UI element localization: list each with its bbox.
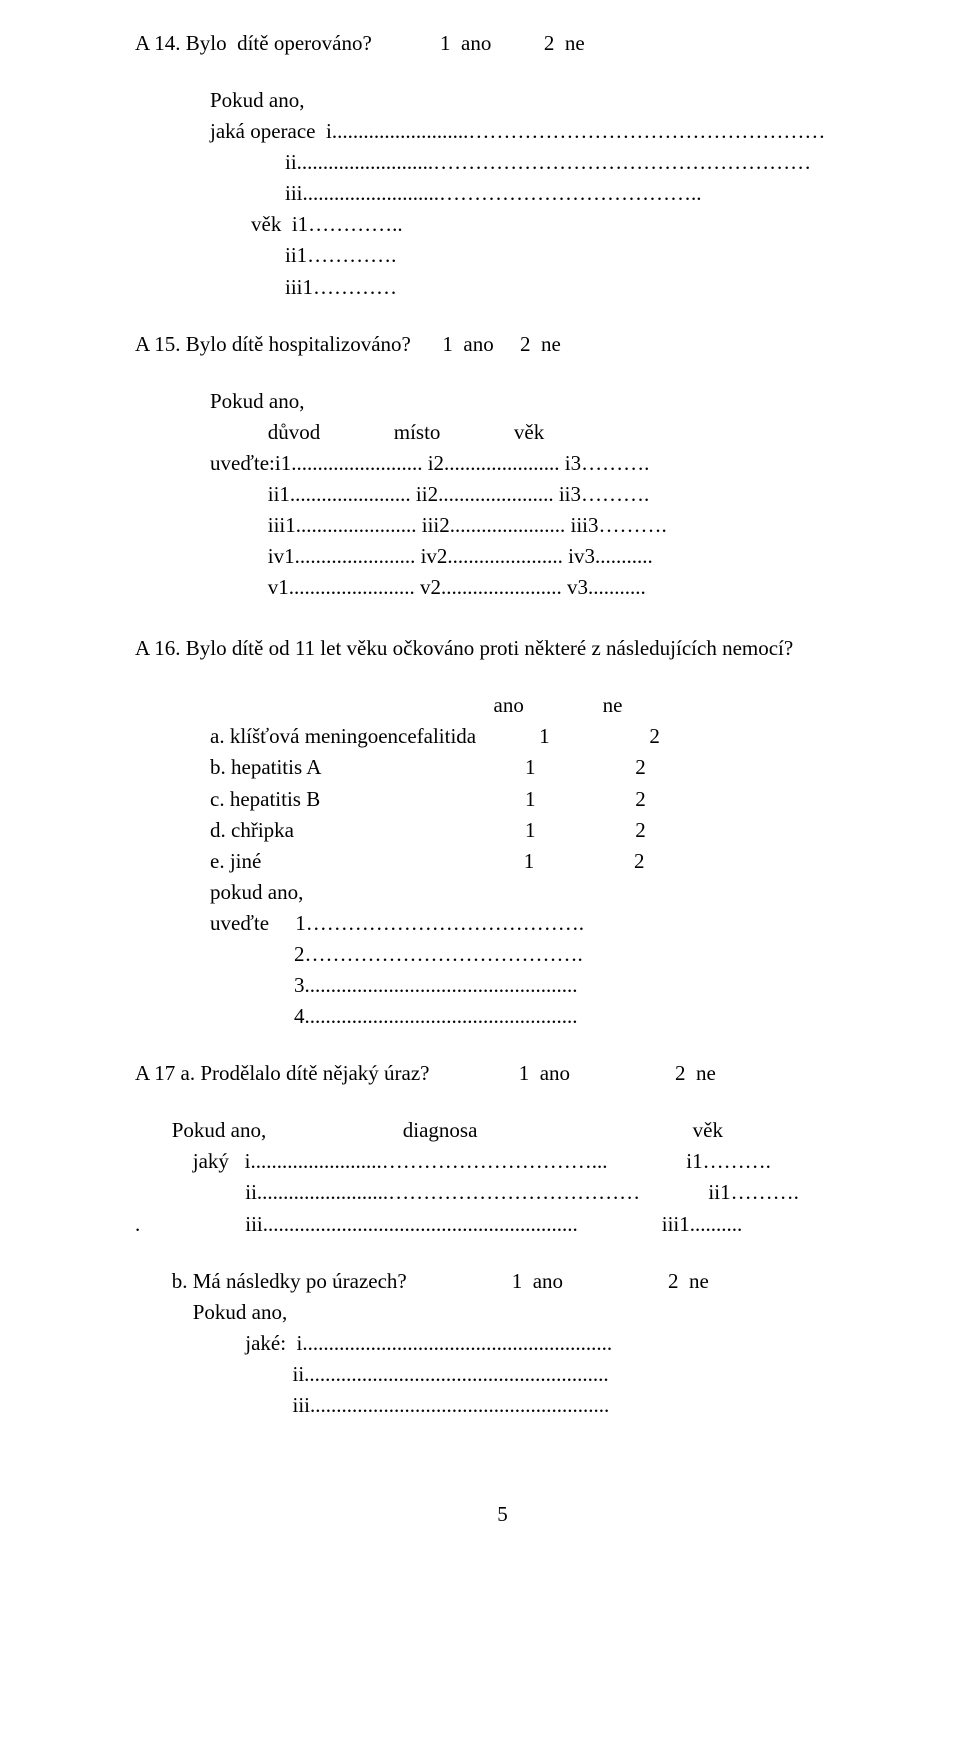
a16-row-a: a. klíšťová meningoencefalitida 1 2 [135,721,870,752]
a15-pokud-ano: Pokud ano, [135,386,870,417]
a14-question: A 14. Bylo dítě operováno? 1 ano 2 ne [135,28,870,59]
a14-pokud-ano: Pokud ano, [135,85,870,116]
a17b-jake-i: jaké: i.................................… [135,1328,870,1359]
a16-uvedte3: 3.......................................… [135,970,870,1001]
a14-operace-ii: ii..........................………………………………… [135,147,870,178]
a15-row1: uveďte:i1......................... i2...… [135,448,870,479]
page-number: 5 [135,1499,870,1530]
a17a-header: Pokud ano, diagnosa věk [135,1115,870,1146]
a16-uvedte2: 2…………………………………. [135,939,870,970]
a14-vek-iii1: iii1………… [135,272,870,303]
a14-vek-ii1: ii1…………. [135,240,870,271]
a15-row5: v1........................ v2...........… [135,572,870,603]
a17a-row1: jaký i.........................………………………… [135,1146,870,1177]
a15-question: A 15. Bylo dítě hospitalizováno? 1 ano 2… [135,329,870,360]
a15-row3: iii1....................... iii2........… [135,510,870,541]
a16-row-b: b. hepatitis A 1 2 [135,752,870,783]
a14-operace-iii: iii..........................……………………………… [135,178,870,209]
a16-row-c: c. hepatitis B 1 2 [135,784,870,815]
a17b-pokud: Pokud ano, [135,1297,870,1328]
a16-header: ano ne [135,690,870,721]
a16-question: A 16. Bylo dítě od 11 let věku očkováno … [135,633,870,664]
a17a-row3: . iii...................................… [135,1209,870,1240]
a17a-question: A 17 a. Prodělalo dítě nějaký úraz? 1 an… [135,1058,870,1089]
a15-header: důvod místo věk [135,417,870,448]
a14-vek-i1: věk i1………….. [135,209,870,240]
a15-row4: iv1....................... iv2..........… [135,541,870,572]
a14-operace-i: jaká operace i..........................… [135,116,870,147]
a15-row2: ii1....................... ii2..........… [135,479,870,510]
a16-uvedte1: uveďte 1…………………………………. [135,908,870,939]
a16-row-e: e. jiné 1 2 [135,846,870,877]
document-page: A 14. Bylo dítě operováno? 1 ano 2 ne Po… [0,0,960,1530]
a17b-question: b. Má následky po úrazech? 1 ano 2 ne [135,1266,870,1297]
a17b-jake-iii: iii.....................................… [135,1390,870,1421]
a16-row-d: d. chřipka 1 2 [135,815,870,846]
a16-pokud-ano: pokud ano, [135,877,870,908]
a17b-jake-ii: ii......................................… [135,1359,870,1390]
a17a-row2: ii.........................……………………………… … [135,1177,870,1208]
a16-uvedte4: 4.......................................… [135,1001,870,1032]
